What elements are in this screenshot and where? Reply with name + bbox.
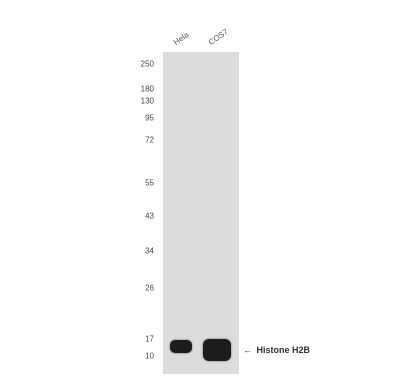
band-hela [170, 340, 192, 353]
marker-55: 55 [145, 178, 154, 188]
marker-72: 72 [145, 135, 154, 145]
blot-membrane [163, 52, 239, 374]
band-cos7 [203, 339, 231, 361]
marker-17: 17 [145, 334, 154, 344]
marker-95: 95 [145, 113, 154, 123]
marker-130: 130 [140, 96, 154, 106]
marker-10: 10 [145, 351, 154, 361]
marker-180: 180 [140, 84, 154, 94]
target-protein-name: Histone H2B [256, 345, 311, 355]
marker-26: 26 [145, 283, 154, 293]
target-protein-label: ← Histone H2B [243, 345, 310, 355]
marker-43: 43 [145, 211, 154, 221]
arrow-left-icon: ← [243, 345, 252, 355]
marker-34: 34 [145, 246, 154, 256]
marker-250: 250 [140, 59, 154, 69]
lane-label-hela: Hela [171, 30, 191, 47]
lane-label-cos7: COS7 [206, 27, 230, 47]
